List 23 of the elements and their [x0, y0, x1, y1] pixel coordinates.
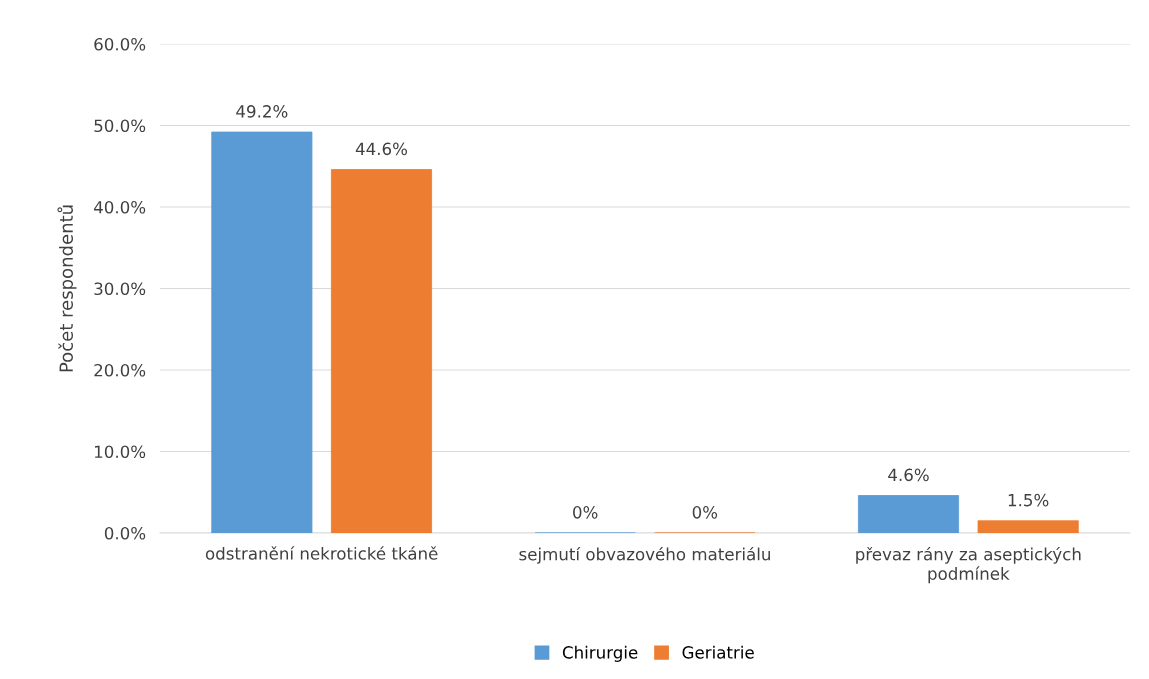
x-tick-label: sejmutí obvazového materiálu [519, 546, 770, 564]
data-label: 0% [692, 506, 718, 519]
y-tick-label: 0.0% [104, 526, 146, 540]
data-label: 49.2% [236, 105, 288, 118]
data-label: 0% [573, 506, 598, 519]
y-tick-label: 20.0% [94, 363, 146, 377]
y-tick-label: 50.0% [94, 119, 146, 133]
legend-label: Geriatrie [682, 645, 754, 659]
y-tick-label: 40.0% [93, 200, 146, 214]
data-label: 4.6% [888, 468, 929, 482]
y-axis-title: Počet respondentů [57, 205, 77, 372]
data-label: 44.6% [355, 142, 408, 156]
bar [977, 520, 1079, 533]
bar [211, 131, 313, 533]
bar [857, 495, 960, 533]
y-tick-label: 30.0% [94, 282, 146, 296]
bar [330, 169, 433, 533]
x-tick-label: odstranění nekrotické tkáně [205, 546, 438, 560]
data-label: 1.5% [1008, 493, 1049, 507]
y-tick-label: 60.0% [94, 37, 146, 51]
x-tick-label: převaz rány za aseptických podmínek [856, 546, 1081, 584]
y-tick-label: 10.0% [95, 445, 146, 459]
legend-label: Chirurgie [562, 645, 638, 662]
